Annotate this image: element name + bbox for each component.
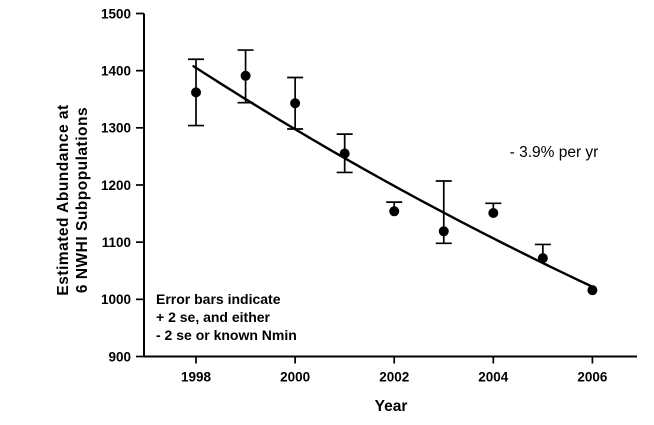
y-tick-label: 1100: [102, 235, 131, 250]
trend-line: [192, 65, 597, 290]
y-tick-label: 1200: [101, 178, 131, 193]
y-axis-label-line2: 6 NWHI Subpopulations: [74, 107, 91, 293]
x-axis-label: Year: [375, 398, 408, 415]
x-tick-label: 1998: [181, 370, 212, 385]
data-point: [438, 226, 449, 237]
data-point: [290, 98, 301, 109]
y-tick-label: 1400: [101, 63, 131, 78]
tick-labels-layer: 900 1000 1100 1200 1300 1400 1500 1998 2000 2002 2…: [101, 6, 608, 384]
axes-layer: [136, 12, 637, 364]
data-point: [488, 208, 499, 219]
errorbar-note-line3: - 2 se or known Nmin: [156, 327, 297, 343]
x-tick-label: 2004: [478, 370, 509, 385]
y-tick-label: 1300: [101, 121, 131, 136]
errorbar-note-line2: + 2 se, and either: [156, 309, 271, 325]
error-bars-layer: [188, 49, 551, 259]
trend-line-layer: [192, 65, 597, 290]
data-point: [587, 285, 598, 296]
y-tick-label: 1000: [101, 292, 131, 307]
y-tick-label: 900: [108, 349, 131, 364]
data-point: [389, 206, 400, 217]
x-tick-label: 2000: [280, 370, 310, 385]
data-point: [339, 148, 350, 159]
data-points-layer: [191, 70, 598, 296]
x-tick-label: 2002: [379, 370, 409, 385]
y-tick-label: 1500: [101, 6, 131, 21]
x-tick-label: 2006: [577, 370, 608, 385]
errorbar-note-line1: Error bars indicate: [156, 291, 281, 307]
data-point: [240, 70, 251, 81]
trend-rate-annotation: - 3.9% per yr: [510, 144, 599, 161]
data-point: [537, 253, 548, 264]
y-axis-label-line1: Estimated Abundance at: [55, 104, 72, 295]
data-point: [191, 87, 202, 98]
